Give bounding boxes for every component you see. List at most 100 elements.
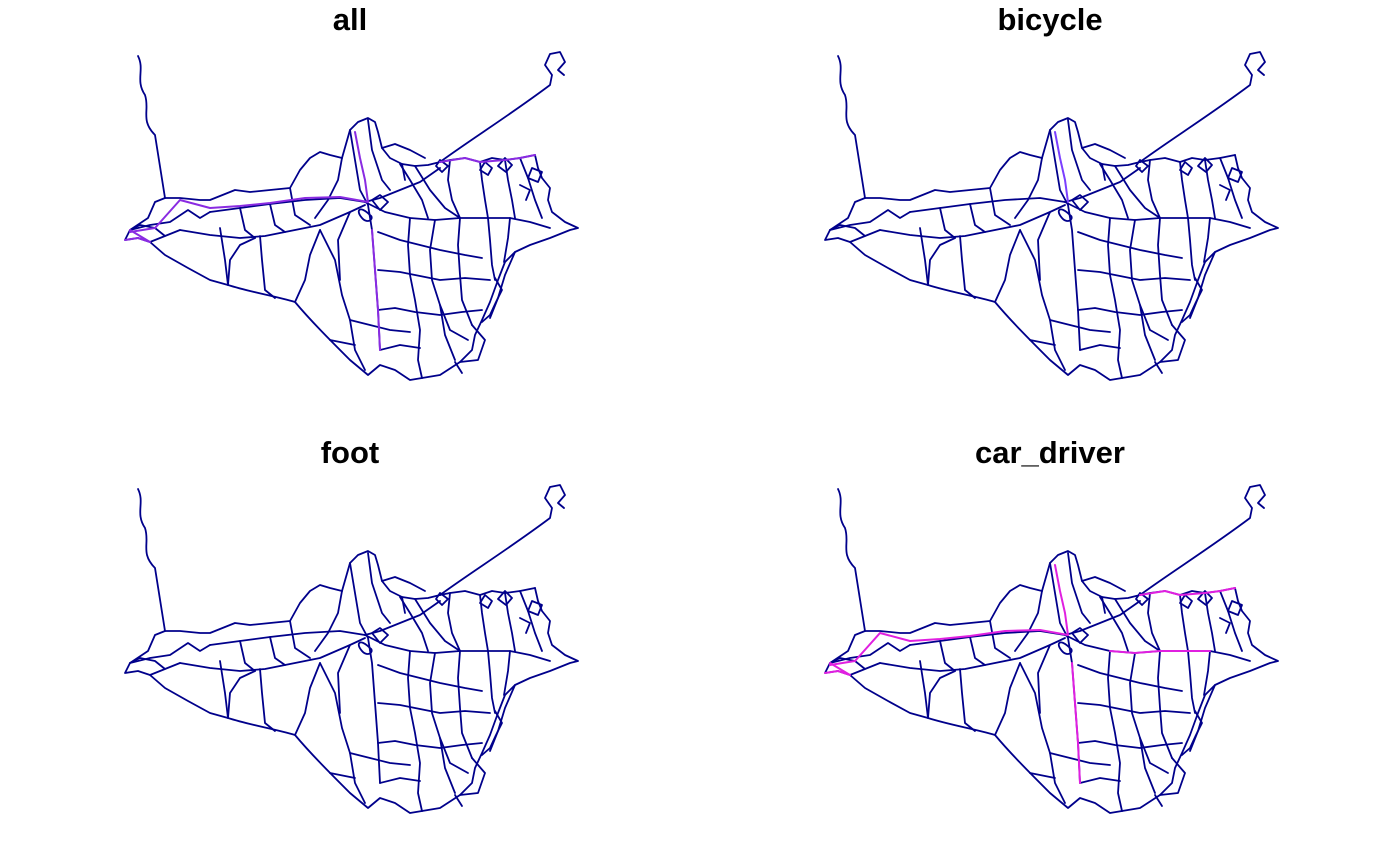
road-segment [364,201,551,229]
road-segment [377,269,491,281]
panel-title: foot [320,435,380,470]
road-segment [269,203,286,233]
road-segment [849,674,929,719]
road-segment [503,650,511,696]
flow-route-northeast-coast [439,154,536,163]
road-segment [137,488,166,632]
road-segment [1014,590,1043,652]
road-segment [337,644,351,714]
panel-bicycle: bicycle [700,0,1400,433]
road-segment [479,161,493,176]
road-segment [1179,594,1193,609]
road-segment [149,241,229,286]
road-segment [379,777,421,784]
road-segment [341,550,441,600]
road-segment [519,157,543,219]
road-segment [401,596,406,614]
road-segment [364,634,551,662]
road-segment [1159,324,1186,363]
road-segment [1204,159,1216,219]
road-segment [377,307,483,316]
road-segment [381,576,426,592]
road-network [124,484,579,814]
road-segment [1154,361,1163,374]
road-segment [1041,550,1141,600]
road-segment [1197,157,1213,173]
road-segment [429,652,456,794]
road-segment [829,224,866,237]
road-segment [1019,229,1066,371]
network-map [124,51,579,381]
road-segment [989,620,1011,659]
road-segment [454,361,463,374]
road-segment [209,630,366,646]
road-segment [314,157,343,219]
road-segment [447,592,461,652]
road-segment [829,642,911,664]
road-segment [269,636,286,666]
road-segment [1107,650,1123,812]
road-segment [1139,737,1169,774]
road-segment [1219,617,1231,634]
road-segment [969,636,986,666]
road-segment [314,590,343,652]
flow-route-south-spur [371,229,381,351]
road-segment [1064,600,1141,636]
road-network [824,51,1279,381]
road-segment [129,642,211,664]
road-segment [421,154,579,379]
road-segment [319,229,366,371]
flow-route-north-spur [354,131,369,203]
flow-route-east-link [1109,650,1211,654]
road-segment [1057,641,1073,655]
road-segment [919,227,1123,381]
panel-car-driver: car_driver [700,433,1400,866]
road-segment [227,237,256,286]
road-segment [1079,344,1121,351]
road-segment [994,662,1021,736]
road-segment [1139,51,1266,163]
road-segment [1099,596,1129,652]
road-segment [124,630,181,676]
road-segment [927,237,956,286]
road-segment [519,184,531,201]
road-segment [407,217,423,379]
road-segment [421,587,579,812]
road-segment [837,55,866,199]
road-segment [1159,757,1186,796]
road-segment [454,794,463,807]
panel-title: bicycle [997,2,1103,37]
road-segment [1139,304,1169,341]
road-segment [1037,211,1051,281]
road-segment [1114,165,1161,219]
flow-highlights [124,131,536,351]
road-segment [294,662,321,736]
road-segment [289,187,311,226]
road-segment [129,224,166,237]
road-segment [1181,277,1203,323]
road-segment [1064,634,1251,662]
road-segment [371,627,389,644]
road-segment [824,197,881,243]
road-segment [329,772,356,779]
road-segment [1139,154,1236,163]
road-segment [1197,590,1213,606]
road-segment [919,660,1123,814]
road-segment [503,217,511,263]
road-segment [379,344,421,351]
road-segment [364,167,441,203]
road-segment [1135,592,1149,606]
road-segment [459,757,486,796]
road-segment [519,617,531,634]
road-segment [939,640,956,672]
road-segment [994,229,1021,303]
road-segment [1081,143,1126,159]
road-segment [435,592,449,606]
road-segment [1157,217,1173,326]
road-segment [1203,217,1211,263]
road-segment [239,640,256,672]
road-segment [1029,339,1056,346]
road-segment [927,670,956,719]
road-segment [1049,752,1111,766]
road-segment [294,229,321,303]
